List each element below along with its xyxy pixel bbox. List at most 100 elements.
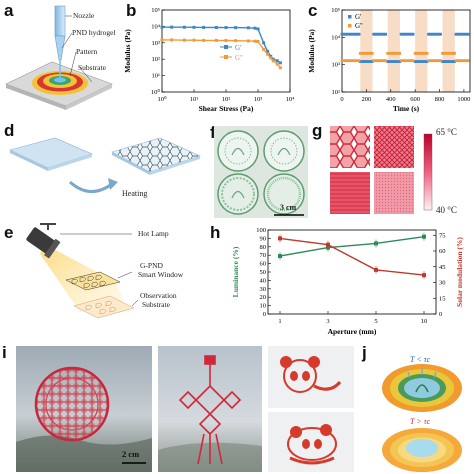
data-point-c xyxy=(349,59,352,63)
heating-schematic xyxy=(9,137,201,193)
panel-label-a: a xyxy=(4,1,14,20)
data-point-b xyxy=(170,38,174,42)
data-point-c xyxy=(422,60,426,63)
data-point-c xyxy=(379,32,382,36)
data-point-c xyxy=(420,60,424,63)
smart-window xyxy=(65,271,121,291)
data-point-c xyxy=(396,51,400,55)
data-point-c xyxy=(340,32,344,36)
data-point-c xyxy=(406,32,410,36)
printed-discs-photo xyxy=(214,126,308,218)
data-point-c xyxy=(380,59,384,63)
data-point-b xyxy=(262,41,266,45)
legend-label-b: G'' xyxy=(235,54,243,62)
x-tick-label-c: 200 xyxy=(362,96,372,103)
data-point-c xyxy=(403,59,406,63)
y-tick-label-h: 80 xyxy=(260,244,267,251)
data-point-c xyxy=(367,60,371,63)
y-tick-label-c: 10³ xyxy=(332,62,341,69)
observation-substrate xyxy=(73,295,135,319)
data-point-c xyxy=(466,32,470,36)
data-point-c xyxy=(408,32,412,36)
data-point-c xyxy=(446,60,450,63)
y-tick-label-c: 10² xyxy=(332,89,341,96)
data-point-c xyxy=(369,51,372,55)
plot-frame-c xyxy=(341,9,471,93)
data-point-c xyxy=(464,32,468,36)
x-tick-label-c: 0 xyxy=(340,96,343,103)
chart-h-aperture: 1 3 5 10010203040506070809010001530456075Ap… xyxy=(231,227,464,336)
data-point-c xyxy=(441,51,444,55)
data-point-c xyxy=(449,60,453,63)
data-point-c xyxy=(454,59,458,63)
data-point-c xyxy=(425,51,429,55)
data-point-c xyxy=(362,51,366,55)
panel-c: c 0 200 400 600 800 1000 10² 10³ 10⁴ 10⁵ Time (s) M… xyxy=(304,0,474,118)
data-point-b xyxy=(192,25,196,29)
x-tick-label-h: 1 xyxy=(278,318,281,325)
data-point-c xyxy=(354,32,358,36)
data-point-c xyxy=(459,32,463,36)
data-point-b xyxy=(192,38,196,42)
data-point-c xyxy=(433,59,437,63)
window-photos xyxy=(16,346,354,472)
panel-d: d Heating xyxy=(0,120,210,218)
x-axis-label-c: Time (s) xyxy=(393,104,420,113)
temp-low-label: 40 °C xyxy=(436,205,457,215)
data-point-b xyxy=(202,38,206,42)
data-point-c xyxy=(382,59,386,63)
panel-label-h: h xyxy=(210,223,221,242)
label-t-below-tc: T < τc xyxy=(410,355,431,364)
data-point-b xyxy=(271,59,275,63)
data-point-c xyxy=(388,60,391,63)
y-right-tick-label-h: 45 xyxy=(439,264,446,271)
data-point-b xyxy=(170,25,174,29)
data-point-c xyxy=(389,60,393,63)
photo-3-background xyxy=(268,346,354,408)
data-point-c xyxy=(355,32,359,36)
data-point-c xyxy=(457,59,461,63)
data-point-b xyxy=(224,39,228,43)
y-tick-label-c: 10⁵ xyxy=(331,7,340,14)
panel-j: j T < τc T > τc xyxy=(360,342,474,474)
data-point-c xyxy=(428,32,432,36)
data-point-b xyxy=(182,38,186,42)
panel-label-i: i xyxy=(2,343,7,362)
data-point-b xyxy=(278,66,282,70)
legend-label-c: G' xyxy=(355,13,361,21)
label-observation-line2: Substrate xyxy=(142,300,170,309)
state-below-tc xyxy=(382,364,462,412)
data-point-c xyxy=(451,51,455,55)
data-point-b xyxy=(214,25,218,29)
chinese-knot-pattern xyxy=(178,355,242,465)
data-point-c xyxy=(369,60,372,63)
data-point-c xyxy=(447,51,451,55)
data-point-c xyxy=(415,60,419,63)
data-point-c xyxy=(386,51,390,55)
x-tick-label-c: 400 xyxy=(386,96,396,103)
panel-e: e Hot Lamp G-PND Smart Window Observatio… xyxy=(0,220,210,320)
data-point-c xyxy=(442,60,446,63)
panel-i: i xyxy=(0,342,356,474)
y-right-axis-label-h: Solar modulation (%) xyxy=(455,237,464,307)
data-point-c xyxy=(432,32,436,36)
data-point-c xyxy=(425,60,429,63)
process-arrow xyxy=(68,180,113,193)
data-point-c xyxy=(384,32,388,36)
data-point-b xyxy=(266,52,270,56)
data-point-c xyxy=(459,59,463,63)
panel-h: h 1 3 5 10 0 10 20 30 40 50 60 70 80 90 100 0 15 30 45 60 75… xyxy=(210,222,474,342)
data-point-c xyxy=(409,59,413,63)
data-point-c xyxy=(430,59,434,63)
data-point-c xyxy=(411,59,415,63)
panel-label-d: d xyxy=(4,121,15,140)
x-tick-label-c: 600 xyxy=(410,96,420,103)
disc-4 xyxy=(263,173,305,215)
label-gpnd-line2: Smart Window xyxy=(138,270,184,279)
data-point-c xyxy=(466,59,470,63)
panel-label-e: e xyxy=(4,223,14,242)
data-point-c xyxy=(352,32,356,36)
legend-swatch-c xyxy=(348,24,352,28)
y-tick-label-h: 100 xyxy=(256,227,266,234)
shaded-region-c xyxy=(415,10,428,92)
